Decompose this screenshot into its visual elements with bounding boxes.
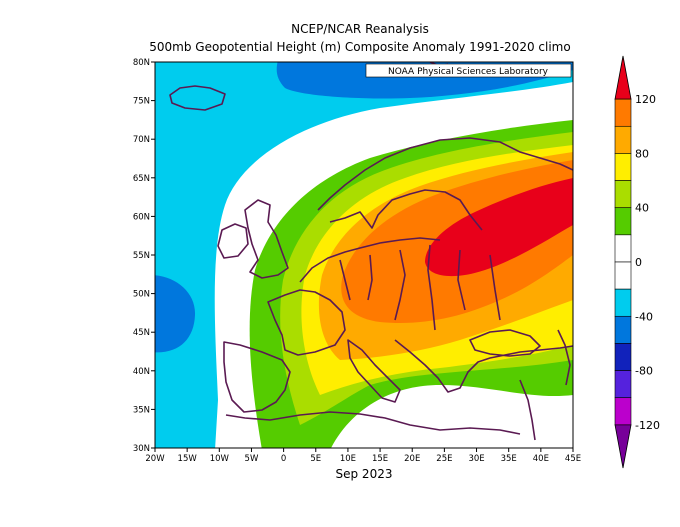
lat-tick-label: 70N [133,135,150,145]
coast-levant [519,379,536,441]
lon-tick-label: 35E [501,454,517,464]
colorbar-label: -80 [635,365,653,378]
lon-tick-label: 15W [178,454,198,464]
coast-iberia [223,341,291,413]
lon-tick-label: 20E [404,454,420,464]
colorbar-label: -120 [635,419,660,432]
latitude-axis: 80N 75N 70N 65N 60N 55N 50N 45N 40N 35N 30N [133,58,155,454]
colorbar: 120 80 40 0 -40 -80 -120 [614,55,660,469]
lon-tick-label: 0 [281,454,286,464]
coast-france [267,289,346,356]
lat-tick-label: 45N [133,328,150,338]
lon-tick-label: 5W [245,454,259,464]
lon-tick-label: 45E [565,454,581,464]
lat-tick-label: 75N [133,97,150,107]
colorbar-segment [614,370,632,399]
negative-anomaly-blue-west [155,275,196,353]
lon-tick-label: 20W [145,454,165,464]
colorbar-segment [614,125,632,154]
lat-tick-label: 80N [133,58,150,68]
coast-caspian [557,329,571,386]
coast-italy [347,339,401,403]
period-label: Sep 2023 [335,467,393,481]
lat-tick-label: 65N [133,174,150,184]
colorbar-label: 120 [635,93,656,106]
colorbar-segment [614,153,632,181]
colorbar-segment [614,98,632,127]
credit-box [365,63,572,78]
coast-iceland [169,85,226,111]
credit-label: NOAA Physical Sciences Laboratory [388,67,549,77]
lat-tick-label: 50N [133,290,150,300]
colorbar-label: 80 [635,147,649,160]
lat-tick-label: 30N [133,444,150,454]
colorbar-segment [614,234,632,263]
colorbar-segment [614,397,632,426]
colorbar-segment [614,343,632,371]
coast-north-africa [225,411,521,435]
border-lines-central [339,244,501,331]
longitude-axis: 20W 15W 10W 5W 0 5E 10E 15E 20E 25E 30E 35E 40E 45E [145,448,581,464]
colorbar-bottom-arrow [614,424,632,469]
coastlines [169,62,573,441]
colorbar-segment [614,180,632,209]
coast-scandinavia [317,137,573,231]
colorbar-label: 40 [635,202,649,215]
negative-anomaly-light-blue [155,62,573,448]
lon-tick-label: 10E [340,454,356,464]
colorbar-label: 0 [635,256,642,269]
colorbar-top-arrow [614,55,632,100]
lon-tick-label: 5E [310,454,321,464]
coast-europe-north [299,237,441,283]
title-line-2: 500mb Geopotential Height (m) Composite … [149,40,571,54]
lon-tick-label: 15E [372,454,388,464]
positive-anomaly-140-plus [425,178,573,277]
lon-tick-label: 25E [436,454,452,464]
lat-tick-label: 55N [133,251,150,261]
coast-balkans [394,339,573,393]
title-line-1: NCEP/NCAR Reanalysis [291,22,429,36]
coast-britain [244,199,289,279]
lat-tick-label: 35N [133,405,150,415]
anomaly-field [155,62,573,448]
colorbar-segment [614,207,632,236]
coast-ireland [217,223,249,259]
colorbar-segment [614,315,632,344]
coast-black-sea [469,329,541,357]
colorbar-segment [614,261,632,290]
lon-tick-label: 40E [533,454,549,464]
lon-tick-label: 30E [468,454,484,464]
lon-tick-label: 10W [210,454,230,464]
lat-tick-label: 40N [133,367,150,377]
lat-tick-label: 60N [133,212,150,222]
colorbar-label: -40 [635,310,653,323]
colorbar-segment [614,288,632,317]
